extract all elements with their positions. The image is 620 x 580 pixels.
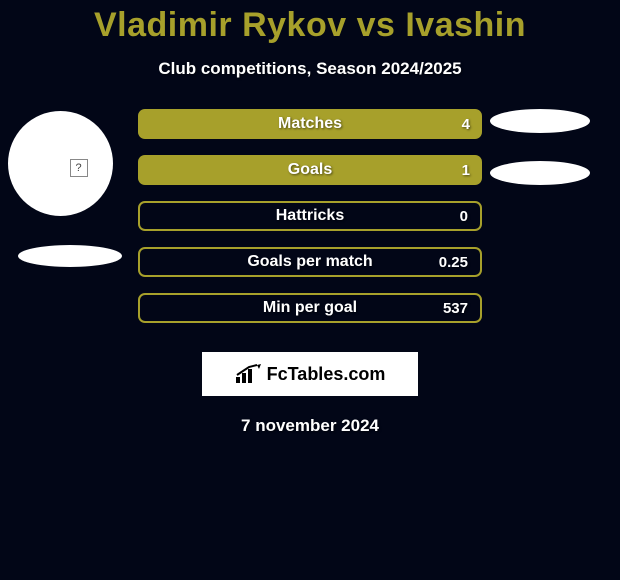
bar-min-per-goal: Min per goal 537	[138, 293, 482, 323]
brand-badge: FcTables.com	[202, 352, 418, 396]
bar-label: Matches	[278, 115, 342, 133]
bar-label: Goals	[288, 161, 332, 179]
bar-value: 1	[462, 162, 470, 179]
bar-label: Goals per match	[247, 253, 372, 271]
date-label: 7 november 2024	[0, 416, 620, 436]
player-left-avatar: ?	[8, 111, 113, 216]
page-title: Vladimir Rykov vs Ivashin	[0, 0, 620, 45]
player-left-shadow	[18, 245, 122, 267]
bar-hattricks: Hattricks 0	[138, 201, 482, 231]
missing-image-icon: ?	[70, 159, 88, 177]
subtitle: Club competitions, Season 2024/2025	[0, 59, 620, 79]
brand-text: FcTables.com	[267, 364, 386, 385]
player-right-pill-1	[490, 109, 590, 133]
bar-value: 4	[462, 116, 470, 133]
bar-goals: Goals 1	[138, 155, 482, 185]
brand-chart-icon	[235, 364, 261, 384]
stat-bars: Matches 4 Goals 1 Hattricks 0 Goals per …	[138, 109, 482, 339]
bar-label: Min per goal	[263, 299, 357, 317]
bar-value: 0.25	[439, 254, 468, 271]
bar-goals-per-match: Goals per match 0.25	[138, 247, 482, 277]
bar-label: Hattricks	[276, 207, 344, 225]
bar-matches: Matches 4	[138, 109, 482, 139]
player-right-pill-2	[490, 161, 590, 185]
bar-value: 0	[460, 208, 468, 225]
bar-value: 537	[443, 300, 468, 317]
